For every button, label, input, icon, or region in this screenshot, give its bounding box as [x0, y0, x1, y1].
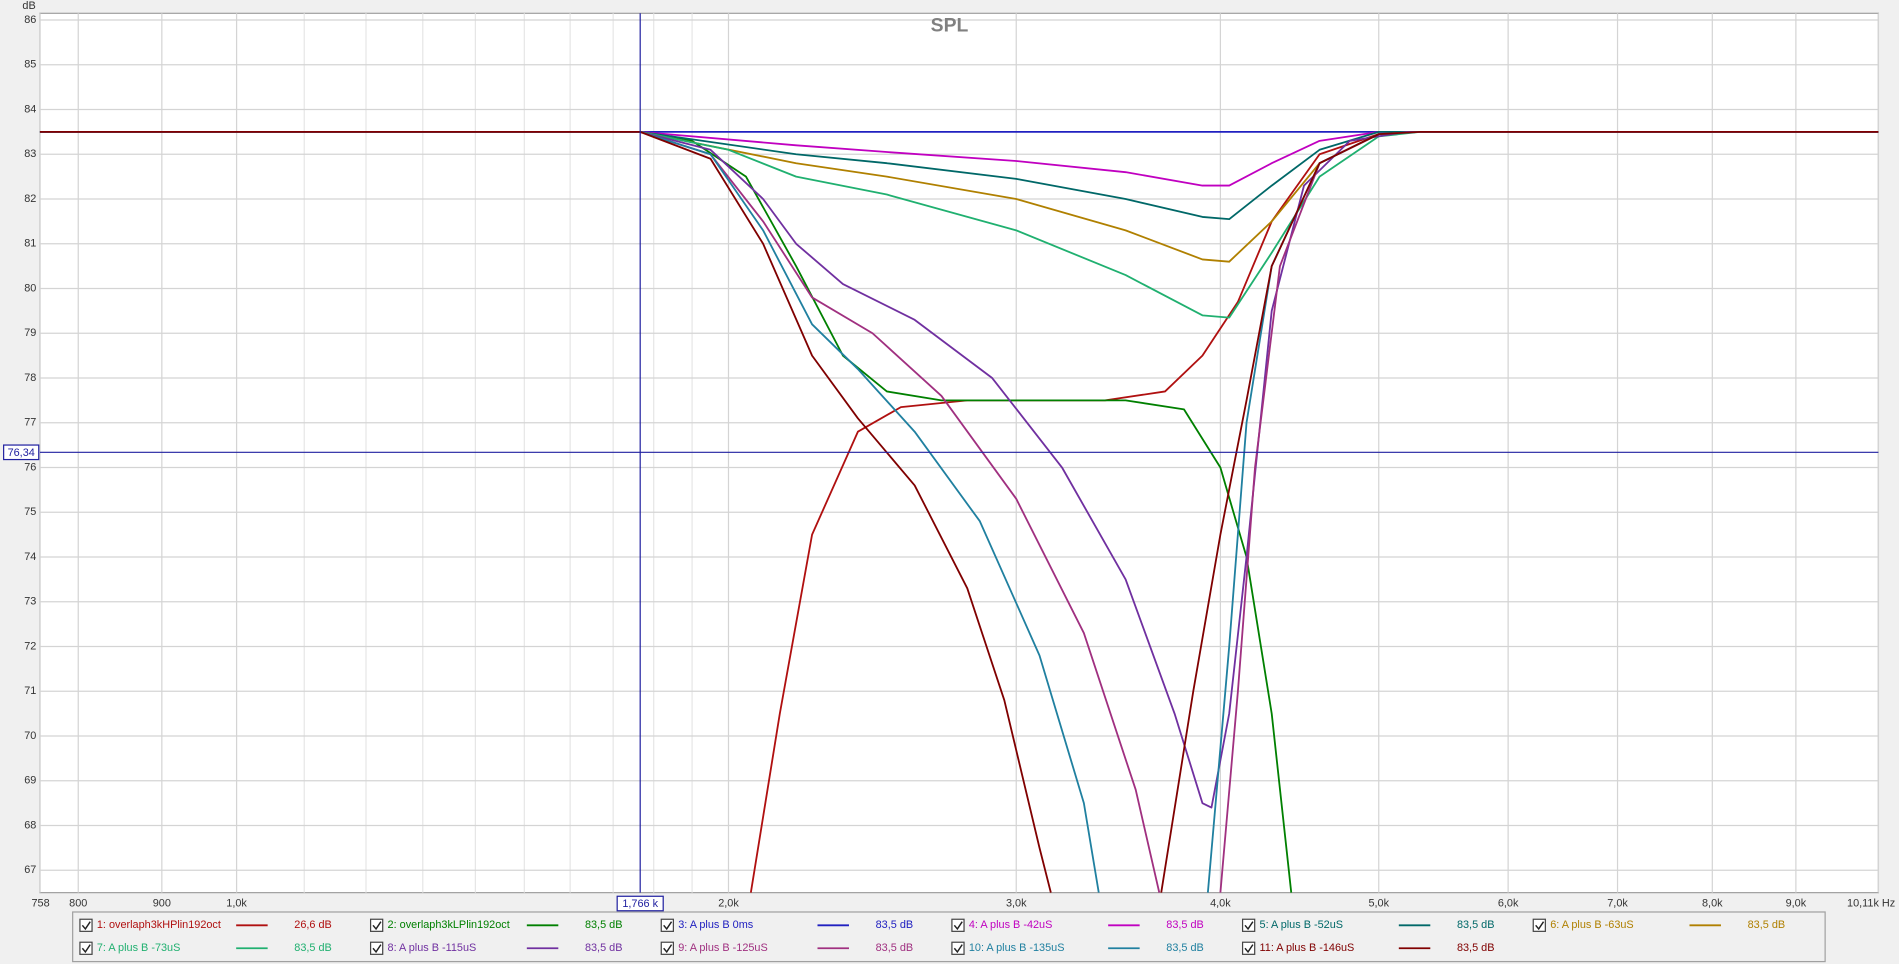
legend-check — [372, 921, 382, 931]
y-tick-label: 82 — [24, 193, 36, 205]
y-tick-label: 76 — [24, 461, 36, 473]
legend-value: 83,5 dB — [1166, 942, 1204, 954]
legend-name: 11: A plus B -146uS — [1260, 942, 1355, 954]
legend-checkbox[interactable] — [1241, 941, 1256, 955]
y-tick-label: 78 — [24, 372, 36, 384]
cursor-x-box — [616, 895, 664, 912]
legend-value: 83,5 dB — [585, 919, 623, 931]
legend-check — [81, 944, 91, 954]
y-tick-label: 72 — [24, 640, 36, 652]
cursor-y-label: 76,34 — [8, 447, 35, 459]
y-tick-label: 70 — [24, 730, 36, 742]
y-tick-label: 80 — [24, 282, 36, 294]
legend-value: 83,5 dB — [1457, 942, 1495, 954]
x-tick-label: 1,0k — [226, 897, 247, 909]
series-line — [749, 130, 1879, 893]
x-tick-label: 758 — [31, 897, 49, 909]
legend-checkbox[interactable] — [951, 918, 965, 932]
legend-check — [1535, 921, 1545, 931]
legend-value: 83,5 dB — [1166, 919, 1204, 931]
y-tick-label: 77 — [24, 417, 36, 429]
legend-value: 83,5 dB — [1457, 919, 1495, 931]
legend-name: 2: overlaph3kLPlin192oct — [388, 919, 510, 931]
grid — [39, 13, 1880, 893]
series-line — [39, 130, 1879, 221]
legend: 1: overlaph3kHPlin192oct 26,6 dB 2: overla… — [79, 918, 1786, 955]
x-tick-label: 2,0k — [718, 897, 739, 909]
x-tick-label: 4,0k — [1210, 897, 1231, 909]
y-tick-label: 83 — [24, 148, 36, 160]
legend-name: 7: A plus B -73uS — [97, 942, 180, 954]
y-tick-label: 86 — [24, 14, 36, 26]
legend-check — [372, 944, 382, 954]
legend-value: 83,5 dB — [294, 942, 332, 954]
legend-checkbox[interactable] — [79, 941, 93, 955]
legend-value: 83,5 dB — [876, 919, 914, 931]
legend-check — [953, 944, 963, 954]
legend-checkbox[interactable] — [660, 941, 674, 955]
y-tick-label: 81 — [24, 238, 36, 250]
x-tick-label: 800 — [69, 897, 87, 909]
cursor-y-box — [3, 444, 40, 461]
series-line — [39, 130, 1879, 319]
legend-check — [1244, 944, 1254, 954]
legend-value: 83,5 dB — [585, 942, 623, 954]
legend-checkbox[interactable] — [79, 918, 93, 932]
cursor-x-label: 1,766 k — [622, 898, 658, 910]
y-tick-label: 74 — [24, 551, 36, 563]
chart-title: SPL — [931, 15, 969, 37]
y-tick-label: 67 — [24, 864, 36, 876]
x-tick-label: 3,0k — [1006, 897, 1027, 909]
y-tick-label: 71 — [24, 685, 36, 697]
series-line — [39, 130, 1879, 893]
y-tick-label: 69 — [24, 775, 36, 787]
legend-name: 8: A plus B -115uS — [388, 942, 477, 954]
legend-value: 83,5 dB — [1748, 919, 1786, 931]
y-unit: dB — [22, 0, 35, 12]
legend-check — [81, 921, 91, 931]
y-tick-label: 73 — [24, 596, 36, 608]
plot-area — [39, 12, 1880, 894]
y-tick-label: 68 — [24, 819, 36, 831]
x-tick-label: 8,0k — [1702, 897, 1723, 909]
y-tick-label: 79 — [24, 327, 36, 339]
legend-name: 5: A plus B -52uS — [1260, 919, 1343, 931]
x-tick-label: 900 — [153, 897, 171, 909]
legend-name: 4: A plus B -42uS — [969, 919, 1052, 931]
legend-check — [953, 921, 963, 931]
legend-check — [663, 944, 673, 954]
legend-checkbox[interactable] — [369, 918, 384, 932]
y-tick-label: 84 — [24, 103, 36, 115]
legend-checkbox[interactable] — [369, 941, 384, 955]
curves — [39, 130, 1879, 893]
legend-checkbox[interactable] — [1532, 918, 1546, 932]
legend-checkbox[interactable] — [951, 941, 965, 955]
legend-name: 10: A plus B -135uS — [969, 942, 1065, 954]
x-tick-label: 5,0k — [1368, 897, 1389, 909]
legend-checkbox[interactable] — [1241, 918, 1256, 932]
series-line — [39, 130, 1879, 187]
x-tick-label: 10,11k Hz — [1847, 897, 1895, 909]
legend-name: 6: A plus B -63uS — [1550, 919, 1633, 931]
legend-name: 3: A plus B 0ms — [678, 919, 754, 931]
x-tick-label: 9,0k — [1786, 897, 1807, 909]
legend-value: 83,5 dB — [876, 942, 914, 954]
legend-name: 1: overlaph3kHPlin192oct — [97, 919, 221, 931]
legend-value: 26,6 dB — [294, 919, 332, 931]
legend-check — [1244, 921, 1254, 931]
legend-check — [663, 921, 673, 931]
x-tick-label: 6,0k — [1498, 897, 1519, 909]
legend-name: 9: A plus B -125uS — [678, 942, 768, 954]
y-tick-label: 85 — [24, 59, 36, 71]
legend-checkbox[interactable] — [660, 918, 674, 932]
x-tick-label: 7,0k — [1607, 897, 1628, 909]
y-tick-label: 75 — [24, 506, 36, 518]
